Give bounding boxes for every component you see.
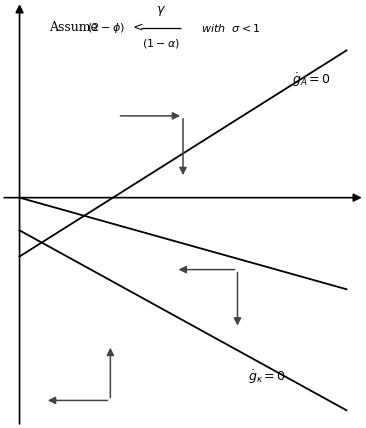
Text: $with\ \ \sigma < 1$: $with\ \ \sigma < 1$ <box>201 21 261 33</box>
Text: $<$: $<$ <box>130 21 144 34</box>
Text: $(2-\phi)$: $(2-\phi)$ <box>87 21 124 35</box>
Text: $\dot{g}_{A}=0$: $\dot{g}_{A}=0$ <box>292 71 331 89</box>
Text: $\gamma$: $\gamma$ <box>156 4 166 18</box>
Text: $\dot{g}_{\kappa}=0$: $\dot{g}_{\kappa}=0$ <box>249 369 287 386</box>
Text: Assume: Assume <box>49 21 97 34</box>
Text: $(1-\alpha)$: $(1-\alpha)$ <box>142 37 180 51</box>
